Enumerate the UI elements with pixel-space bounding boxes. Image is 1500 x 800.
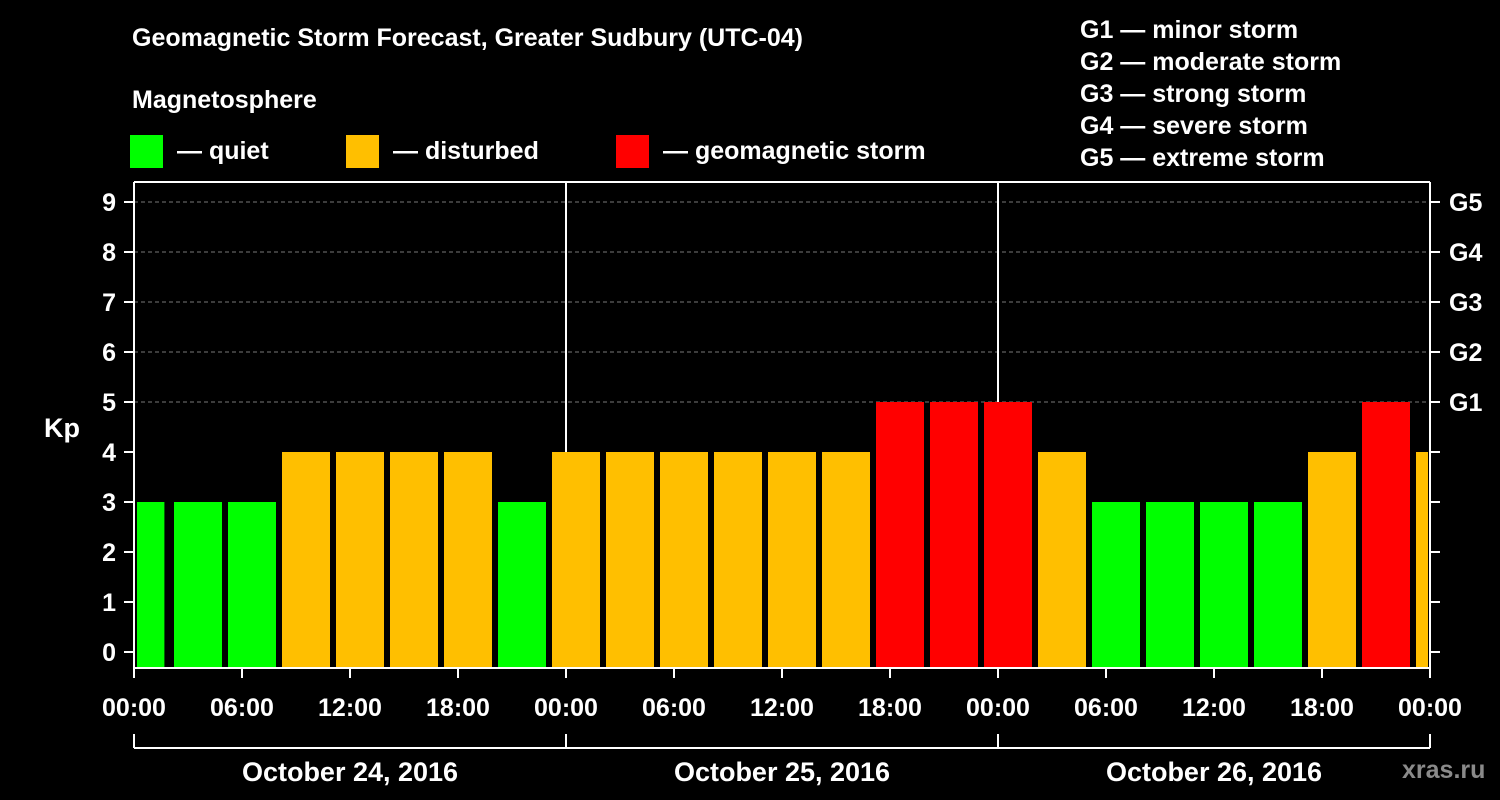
x-tick-label: 06:00 <box>642 694 706 722</box>
kp-bar <box>1038 452 1086 668</box>
g-level-1: G1 — minor storm <box>1080 16 1299 44</box>
g-tick-label: G4 <box>1449 239 1482 267</box>
magnetosphere-label: Magnetosphere <box>132 86 317 114</box>
x-tick-label: 18:00 <box>1290 694 1354 722</box>
kp-bar <box>282 452 330 668</box>
g-tick-label: G3 <box>1449 289 1482 317</box>
g-level-4: G4 — severe storm <box>1080 112 1308 140</box>
g-tick-label: G2 <box>1449 339 1482 367</box>
y-tick-label: 7 <box>102 289 116 317</box>
g-level-3: G3 — strong storm <box>1080 80 1307 108</box>
y-tick-label: 9 <box>102 189 116 217</box>
legend-disturbed: — disturbed <box>346 134 539 168</box>
kp-bar <box>1092 502 1140 668</box>
x-tick-label: 00:00 <box>534 694 598 722</box>
kp-bar <box>606 452 654 668</box>
legend-quiet-swatch <box>130 134 163 168</box>
y-tick-label: 4 <box>102 439 116 467</box>
kp-bar <box>984 402 1032 668</box>
kp-bar <box>336 452 384 668</box>
legend-disturbed-label: — disturbed <box>393 136 539 165</box>
x-tick-label: 00:00 <box>966 694 1030 722</box>
kp-bar <box>1200 502 1248 668</box>
legend-storm-swatch <box>616 134 649 168</box>
g-level-2: G2 — moderate storm <box>1080 48 1342 76</box>
x-tick-label: 12:00 <box>1182 694 1246 722</box>
kp-bar <box>444 452 492 668</box>
chart-title: Geomagnetic Storm Forecast, Greater Sudb… <box>132 24 803 52</box>
y-tick-label: 2 <box>102 539 116 567</box>
kp-bar <box>1416 452 1428 668</box>
watermark: xras.ru <box>1402 756 1486 784</box>
kp-bar <box>1308 452 1356 668</box>
legend-storm-label: — geomagnetic storm <box>663 136 926 165</box>
kp-bar <box>174 502 222 668</box>
kp-bar <box>1362 402 1410 668</box>
x-tick-label: 00:00 <box>1398 694 1462 722</box>
kp-bar <box>714 452 762 668</box>
kp-bar <box>137 502 165 668</box>
x-tick-label: 12:00 <box>750 694 814 722</box>
kp-bar <box>876 402 924 668</box>
legend-quiet: — quiet <box>130 134 269 168</box>
x-tick-label: 12:00 <box>318 694 382 722</box>
y-tick-label: 6 <box>102 339 116 367</box>
kp-bar <box>822 452 870 668</box>
y-axis-label: Kp <box>44 413 80 443</box>
g-level-list: G1 — minor storm G2 — moderate storm G3 … <box>1080 14 1341 174</box>
g-level-5: G5 — extreme storm <box>1080 144 1325 172</box>
legend-storm: — geomagnetic storm <box>616 134 926 168</box>
kp-bar <box>1254 502 1302 668</box>
kp-bar <box>228 502 276 668</box>
kp-bar <box>390 452 438 668</box>
g-tick-label: G5 <box>1449 189 1482 217</box>
kp-bar <box>552 452 600 668</box>
g-tick-label: G1 <box>1449 389 1482 417</box>
legend-quiet-label: — quiet <box>177 136 269 165</box>
y-tick-label: 1 <box>102 589 116 617</box>
day-label: October 25, 2016 <box>674 757 890 787</box>
y-tick-label: 3 <box>102 489 116 517</box>
kp-bar <box>1146 502 1194 668</box>
y-tick-label: 5 <box>102 389 116 417</box>
legend-disturbed-swatch <box>346 134 379 168</box>
x-tick-label: 18:00 <box>426 694 490 722</box>
y-tick-label: 0 <box>102 639 116 667</box>
x-tick-label: 06:00 <box>210 694 274 722</box>
kp-bar <box>768 452 816 668</box>
x-tick-label: 18:00 <box>858 694 922 722</box>
day-label: October 26, 2016 <box>1106 757 1322 787</box>
x-tick-label: 06:00 <box>1074 694 1138 722</box>
y-tick-label: 8 <box>102 239 116 267</box>
day-label: October 24, 2016 <box>242 757 458 787</box>
kp-bar <box>930 402 978 668</box>
kp-bar <box>660 452 708 668</box>
kp-bar <box>498 502 546 668</box>
x-tick-label: 00:00 <box>102 694 166 722</box>
